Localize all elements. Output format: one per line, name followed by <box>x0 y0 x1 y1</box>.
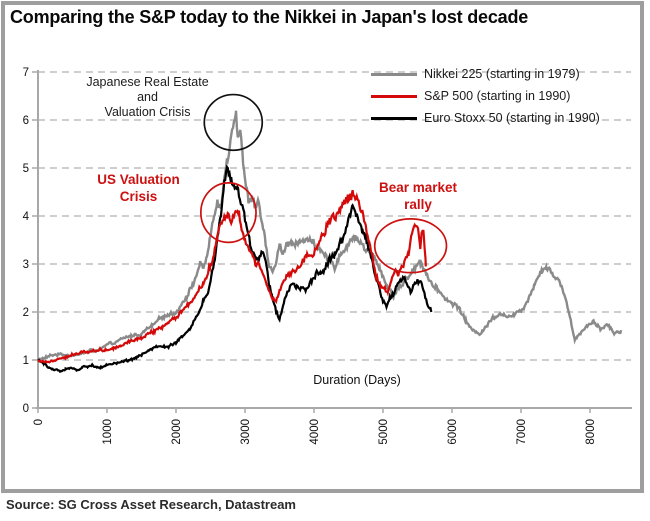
annotation-line: and <box>137 90 158 104</box>
annotation-line: Crisis <box>119 189 158 204</box>
svg-text:4: 4 <box>23 211 30 223</box>
svg-text:2: 2 <box>23 307 29 319</box>
chart-legend: Nikkei 225 (starting in 1979) S&P 500 (s… <box>371 63 600 129</box>
legend-label: Euro Stoxx 50 (starting in 1990) <box>424 111 600 125</box>
legend-label: S&P 500 (starting in 1990) <box>424 89 571 103</box>
source-caption: Source: SG Cross Asset Research, Datastr… <box>6 497 296 512</box>
nikkei-line-swatch <box>371 72 417 76</box>
svg-text:6000: 6000 <box>447 419 459 445</box>
annotation-us-valuation-crisis: US Valuation Crisis <box>76 171 201 205</box>
svg-text:0: 0 <box>23 403 29 415</box>
annotation-line: Japanese Real Estate <box>86 75 209 89</box>
sp500-line-swatch <box>371 94 417 98</box>
svg-text:7: 7 <box>23 67 29 79</box>
svg-text:4000: 4000 <box>309 419 321 445</box>
annotation-line: Bear market <box>378 180 458 195</box>
svg-text:3000: 3000 <box>240 419 252 445</box>
x-axis-title: Duration (Days) <box>313 373 401 387</box>
svg-text:5000: 5000 <box>378 419 390 445</box>
annotation-line: Valuation Crisis <box>104 105 191 119</box>
svg-text:6: 6 <box>23 115 29 127</box>
annotation-line: US Valuation <box>97 172 180 187</box>
svg-text:7000: 7000 <box>516 419 528 445</box>
eurostoxx-line-swatch <box>371 116 417 120</box>
annotation-japan-crisis: Japanese Real Estate and Valuation Crisi… <box>45 75 250 120</box>
annotation-bear-market-rally: Bear market rally <box>353 179 483 213</box>
svg-text:5: 5 <box>23 163 29 175</box>
legend-item-sp500: S&P 500 (starting in 1990) <box>371 85 600 107</box>
svg-text:2000: 2000 <box>171 419 183 445</box>
legend-item-nikkei: Nikkei 225 (starting in 1979) <box>371 63 600 85</box>
svg-text:1000: 1000 <box>102 419 114 445</box>
svg-text:3: 3 <box>23 259 29 271</box>
annotation-line: rally <box>404 197 432 212</box>
legend-label: Nikkei 225 (starting in 1979) <box>424 67 580 81</box>
svg-text:8000: 8000 <box>585 419 597 445</box>
svg-text:0: 0 <box>33 419 45 425</box>
page-title: Comparing the S&P today to the Nikkei in… <box>10 7 529 27</box>
chart-frame <box>1 1 644 493</box>
svg-text:1: 1 <box>23 355 29 367</box>
legend-item-eurostoxx: Euro Stoxx 50 (starting in 1990) <box>371 107 600 129</box>
